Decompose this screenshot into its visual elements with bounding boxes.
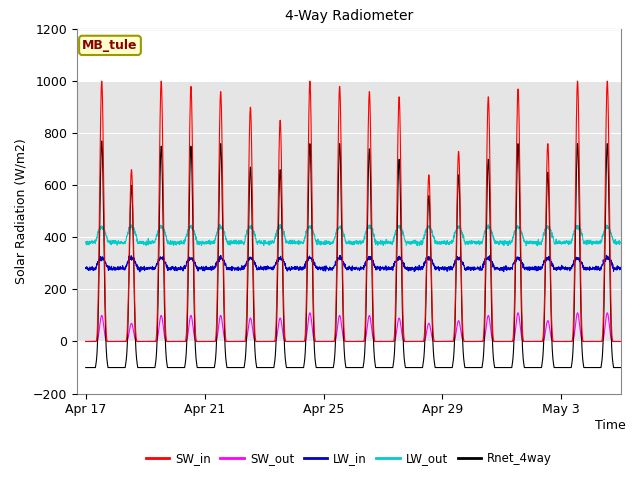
Title: 4-Way Radiometer: 4-Way Radiometer [285,10,413,24]
Bar [77,81,621,341]
Text: MB_tule: MB_tule [82,39,138,52]
Legend: SW_in, SW_out, LW_in, LW_out, Rnet_4way: SW_in, SW_out, LW_in, LW_out, Rnet_4way [141,447,557,469]
Y-axis label: Solar Radiation (W/m2): Solar Radiation (W/m2) [14,138,27,284]
X-axis label: Time: Time [595,419,626,432]
